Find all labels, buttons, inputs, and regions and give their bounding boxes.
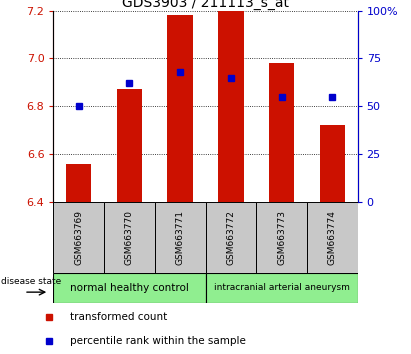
Bar	[269, 63, 294, 202]
Bar	[319, 125, 345, 202]
Text: percentile rank within the sample: percentile rank within the sample	[70, 336, 246, 346]
Title: GDS3903 / 211113_s_at: GDS3903 / 211113_s_at	[122, 0, 289, 10]
FancyBboxPatch shape	[256, 202, 307, 273]
Text: GSM663770: GSM663770	[125, 210, 134, 265]
Bar	[218, 11, 243, 202]
Text: GSM663773: GSM663773	[277, 210, 286, 265]
Text: intracranial arterial aneurysm: intracranial arterial aneurysm	[214, 283, 349, 292]
Bar	[66, 164, 91, 202]
Bar	[117, 90, 142, 202]
Text: GSM663771: GSM663771	[175, 210, 185, 265]
FancyBboxPatch shape	[53, 273, 206, 303]
FancyBboxPatch shape	[53, 202, 104, 273]
Text: GSM663769: GSM663769	[74, 210, 83, 265]
FancyBboxPatch shape	[206, 202, 256, 273]
FancyBboxPatch shape	[307, 202, 358, 273]
Text: GSM663774: GSM663774	[328, 210, 337, 265]
Text: GSM663772: GSM663772	[226, 210, 236, 265]
Text: normal healthy control: normal healthy control	[70, 282, 189, 293]
Text: disease state: disease state	[1, 276, 61, 286]
Bar	[168, 15, 193, 202]
FancyBboxPatch shape	[104, 202, 155, 273]
Text: transformed count: transformed count	[70, 312, 167, 322]
FancyBboxPatch shape	[155, 202, 206, 273]
FancyBboxPatch shape	[206, 273, 358, 303]
